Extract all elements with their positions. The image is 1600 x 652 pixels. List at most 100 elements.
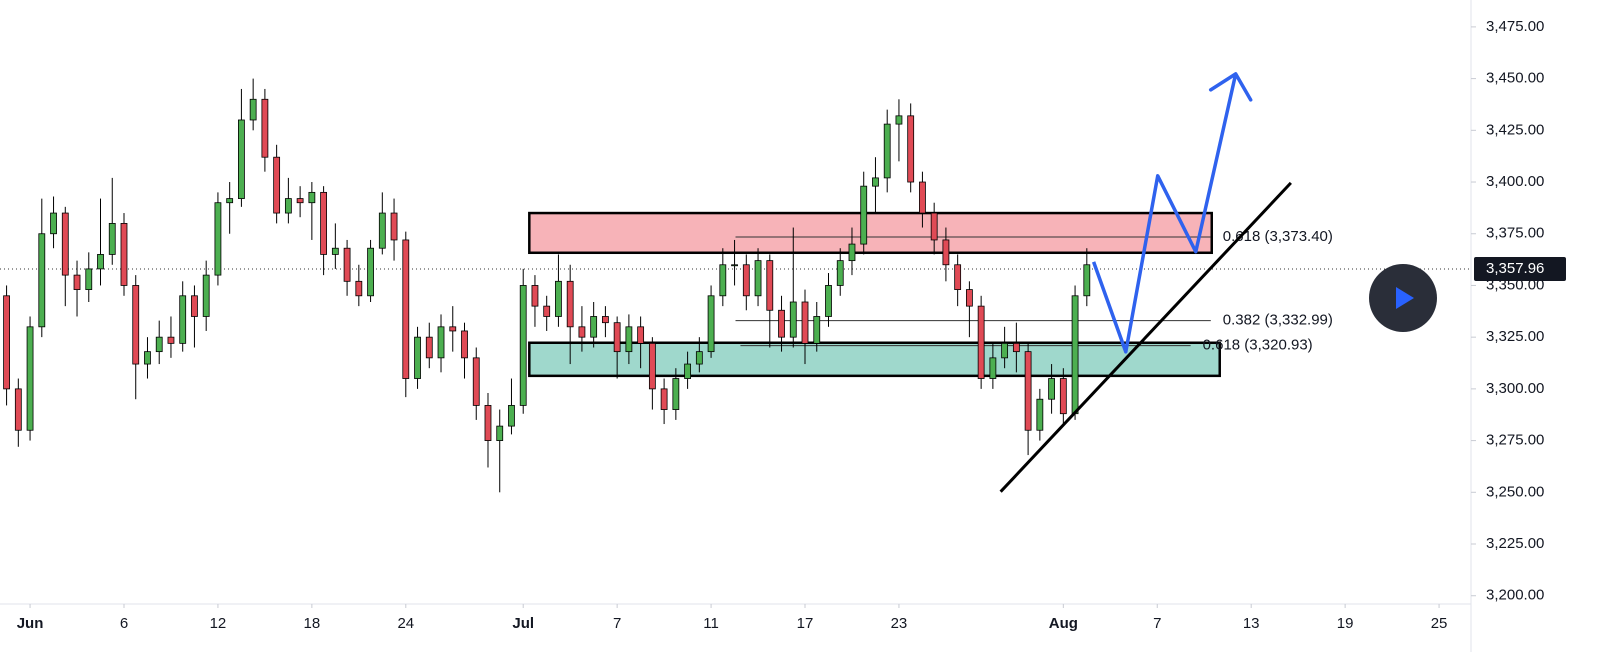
candle-body bbox=[543, 305, 551, 317]
fib-label: 0.618 (3,320.93) bbox=[1203, 337, 1313, 354]
candle-body bbox=[1083, 264, 1091, 297]
candle-body bbox=[308, 191, 316, 204]
candle-body bbox=[50, 212, 57, 235]
candle-body bbox=[895, 115, 903, 125]
candle-body bbox=[331, 247, 339, 255]
candle-body bbox=[1059, 378, 1067, 415]
candle-body bbox=[742, 264, 750, 297]
candle-body bbox=[919, 181, 926, 214]
candle-body bbox=[132, 285, 140, 365]
candle-body bbox=[954, 264, 962, 290]
candle-body bbox=[378, 212, 386, 249]
candle-body bbox=[38, 233, 46, 328]
candle-body bbox=[672, 378, 680, 410]
candle-body bbox=[108, 222, 116, 255]
fib-label: 0.382 (3,332.99) bbox=[1223, 312, 1333, 329]
candle-body bbox=[801, 301, 809, 344]
candle-body bbox=[1012, 342, 1020, 353]
x-tick-label: Aug bbox=[1049, 615, 1078, 632]
candle-body bbox=[860, 185, 868, 245]
candle-body bbox=[449, 326, 457, 332]
play-icon[interactable] bbox=[1396, 287, 1414, 309]
candle-body bbox=[249, 98, 257, 121]
candle-body bbox=[144, 351, 151, 365]
candle-body bbox=[660, 388, 668, 410]
candle-body bbox=[261, 98, 269, 158]
candle-body bbox=[14, 388, 22, 431]
candle-body bbox=[566, 280, 574, 328]
candle-body bbox=[202, 274, 210, 317]
candle-body bbox=[613, 322, 621, 353]
candle-body bbox=[1024, 351, 1032, 431]
y-tick-label: 3,375.00 bbox=[1486, 225, 1544, 242]
candle-body bbox=[648, 342, 656, 390]
candle-body bbox=[402, 239, 410, 379]
x-tick-label: 13 bbox=[1243, 615, 1260, 632]
candle-body bbox=[414, 336, 421, 379]
candle-body bbox=[484, 405, 492, 441]
candle-body bbox=[3, 295, 10, 390]
candle-body bbox=[461, 330, 468, 359]
fib-label: 0.618 (3,373.40) bbox=[1223, 228, 1333, 245]
candle-body bbox=[437, 326, 445, 359]
candle-body bbox=[425, 336, 433, 359]
y-tick-label: 3,275.00 bbox=[1486, 432, 1544, 449]
candle-body bbox=[85, 268, 93, 290]
candle-body bbox=[590, 316, 598, 338]
x-tick-label: Jun bbox=[17, 615, 44, 632]
candle-body bbox=[731, 264, 738, 267]
zone bbox=[528, 341, 1221, 378]
candle-body bbox=[167, 336, 175, 344]
candle-body bbox=[179, 295, 187, 344]
candle-body bbox=[367, 247, 374, 297]
candle-body bbox=[825, 285, 832, 317]
candle-body bbox=[519, 285, 527, 406]
candle-body bbox=[602, 316, 609, 324]
x-tick-label: 23 bbox=[891, 615, 908, 632]
y-tick-label: 3,325.00 bbox=[1486, 328, 1544, 345]
candle-body bbox=[625, 326, 633, 353]
y-tick-label: 3,200.00 bbox=[1486, 587, 1544, 604]
x-tick-label: 6 bbox=[120, 615, 128, 632]
candle-body bbox=[930, 212, 938, 241]
candle-body bbox=[942, 239, 950, 266]
candle-body bbox=[555, 280, 562, 317]
candle-body bbox=[343, 247, 351, 282]
candle-body bbox=[61, 212, 69, 276]
last-price-label: 3,357.96 bbox=[1486, 260, 1544, 277]
x-tick-label: 19 bbox=[1337, 615, 1354, 632]
candle-body bbox=[273, 156, 281, 214]
candle-body bbox=[284, 198, 292, 214]
x-tick-label: 7 bbox=[613, 615, 621, 632]
candle-body bbox=[707, 295, 715, 353]
candle-body bbox=[390, 212, 398, 241]
candle-body bbox=[214, 202, 222, 276]
x-tick-label: 7 bbox=[1153, 615, 1161, 632]
candle-body bbox=[789, 301, 797, 338]
y-tick-label: 3,250.00 bbox=[1486, 483, 1544, 500]
candle-body bbox=[1071, 295, 1079, 415]
candle-body bbox=[578, 326, 586, 338]
projection-path bbox=[1091, 73, 1238, 354]
candle-body bbox=[848, 243, 856, 262]
play-button[interactable] bbox=[1369, 264, 1437, 332]
candle-body bbox=[637, 326, 645, 344]
trend-line bbox=[999, 181, 1292, 493]
x-tick-label: 24 bbox=[397, 615, 414, 632]
candle-body bbox=[73, 274, 81, 290]
candle-body bbox=[766, 260, 774, 311]
y-tick-label: 3,450.00 bbox=[1486, 70, 1544, 87]
candle-body bbox=[754, 260, 762, 297]
candle-body bbox=[320, 191, 328, 255]
candle-body bbox=[989, 357, 997, 379]
candle-body bbox=[238, 119, 245, 199]
candle-body bbox=[836, 260, 844, 286]
candle-body bbox=[226, 198, 234, 204]
candle-body bbox=[508, 405, 515, 427]
candle-body bbox=[813, 316, 821, 344]
candle-body bbox=[907, 115, 915, 183]
y-tick-label: 3,475.00 bbox=[1486, 18, 1544, 35]
y-tick-label: 3,225.00 bbox=[1486, 535, 1544, 552]
x-tick-label: 18 bbox=[304, 615, 321, 632]
